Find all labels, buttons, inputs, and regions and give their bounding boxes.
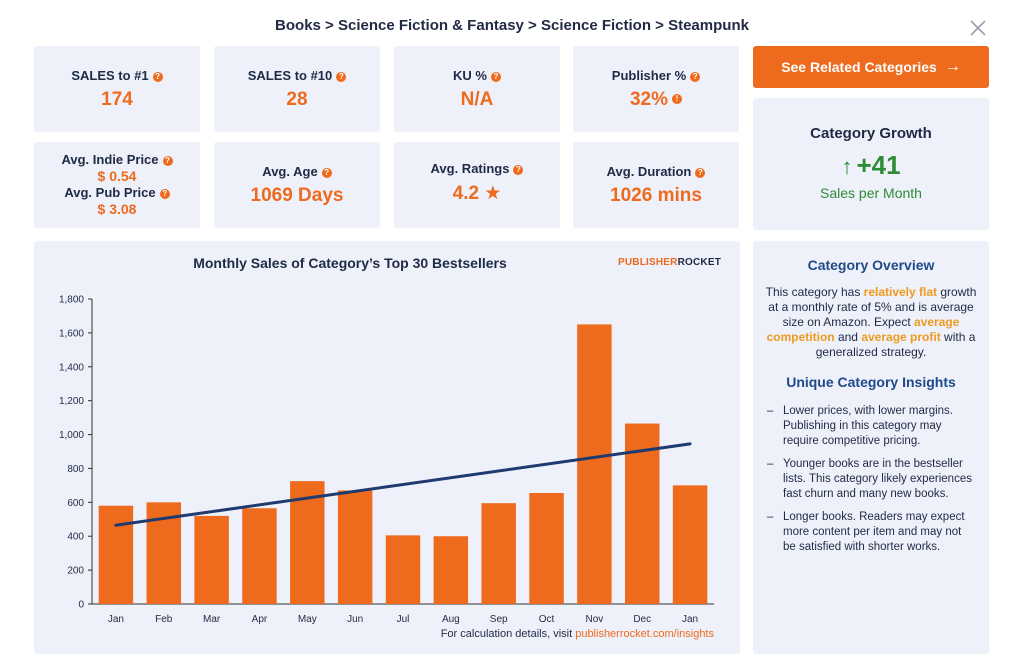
stat-value: 1026 mins [610,185,702,206]
help-icon[interactable]: ? [321,168,332,178]
y-tick-label: 1,600 [59,328,84,339]
x-tick-label: Jul [397,614,410,625]
help-icon[interactable]: ? [162,156,173,166]
stat-value: 174 [101,89,133,110]
stat-avg-duration: Avg. Duration? 1026 mins [573,142,739,228]
bar [194,515,229,604]
stat-value: 4.2 ★ [452,183,502,204]
category-overview-panel: Category Overview This category has rela… [753,241,989,654]
stat-value: $ 0.54 [97,168,137,184]
bar [529,493,564,604]
y-tick-label: 1,200 [59,396,84,407]
stat-sales-to-1: SALES to #1? 174 [34,46,200,132]
stat-label: Avg. Ratings [430,161,510,176]
see-related-categories-button[interactable]: See Related Categories → [753,46,989,88]
arrow-up-icon: ↑ [841,154,853,179]
x-tick-label: Nov [585,614,603,625]
help-icon[interactable]: ? [513,165,524,175]
growth-value: +41 [856,150,901,180]
stat-avg-ratings: Avg. Ratings? 4.2 ★ [394,142,560,228]
bar [290,481,325,604]
stat-publisher-percent: Publisher %? 32%! [573,46,739,132]
stat-label: Publisher % [611,68,687,83]
stat-label: Avg. Age [262,164,318,179]
bar [385,535,421,604]
bar [672,485,708,604]
stat-value: 28 [286,89,308,110]
growth-title: Category Growth [810,125,932,142]
list-item: Longer books. Readers may expect more co… [765,510,977,555]
help-icon[interactable]: ? [490,72,501,82]
monthly-sales-chart: 0 200 400 600 800 1,000 1,200 1,400 1,600 1,800 Ja… [59,295,714,625]
help-icon[interactable]: ? [695,168,706,178]
stat-label: Avg. Pub Price [64,185,156,200]
x-tick-label: Jan [108,614,124,625]
x-tick-label: Apr [252,614,268,625]
bar [481,503,516,604]
y-tick-label: 1,800 [59,295,84,306]
cta-label: See Related Categories [781,59,937,75]
y-tick-label: 1,000 [59,430,84,441]
x-tick-label: Sep [490,614,508,625]
x-tick-label: Dec [633,614,651,625]
stat-prices: Avg. Indie Price? $ 0.54 Avg. Pub Price?… [34,142,200,228]
x-tick-label: Oct [539,614,555,625]
publisher-rocket-logo: PUBLISHERROCKET [618,257,722,268]
growth-subtitle: Sales per Month [820,185,922,201]
x-tick-label: Jan [682,614,698,625]
y-tick-label: 600 [67,498,84,509]
stat-sales-to-10: SALES to #10? 28 [214,46,380,132]
category-growth-card: Category Growth ↑ +41 Sales per Month [753,98,989,230]
help-icon[interactable]: ? [152,72,163,82]
insights-title: Unique Category Insights [786,374,956,390]
trend-line [114,442,692,527]
y-tick-label: 1,400 [59,362,84,373]
overview-text: This category has relatively flat growth… [765,285,977,359]
overview-title: Category Overview [807,257,935,273]
stat-value: 32% [629,89,669,110]
x-tick-label: Feb [155,614,173,625]
stat-label: KU % [453,68,487,83]
stat-label: Avg. Indie Price [61,152,159,167]
bar [433,536,469,604]
stat-label: SALES to #1 [71,68,149,83]
stat-label: Avg. Duration [606,164,692,179]
x-tick-label: Aug [442,614,460,625]
bar [337,490,373,604]
close-icon[interactable] [966,16,990,40]
list-item: Younger books are in the bestseller list… [765,457,977,502]
bar [98,505,134,604]
stat-value: $ 3.08 [97,201,137,217]
chart-title: Monthly Sales of Category’s Top 30 Bests… [193,255,507,271]
y-tick-label: 800 [67,464,84,475]
breadcrumb: Books > Science Fiction & Fantasy > Scie… [275,17,749,34]
x-tick-label: Mar [203,614,221,625]
footnote: For calculation details, visit publisher… [440,628,714,640]
stat-label: SALES to #10 [247,68,333,83]
list-item: Lower prices, with lower margins. Publis… [765,404,977,449]
help-icon[interactable]: ? [336,72,347,82]
insights-list: Lower prices, with lower margins. Publis… [765,404,977,555]
bar [577,324,612,604]
chart-card: Monthly Sales of Category’s Top 30 Bests… [34,241,740,654]
help-icon[interactable]: ? [690,72,701,82]
help-icon[interactable]: ? [159,189,170,199]
bar [242,508,277,604]
x-tick-label: May [298,614,317,625]
stat-avg-age: Avg. Age? 1069 Days [214,142,380,228]
stat-value: N/A [460,89,494,110]
info-icon[interactable]: ! [672,94,683,104]
x-tick-label: Jun [347,614,363,625]
y-tick-label: 200 [67,566,84,577]
insights-link[interactable]: publisherrocket.com/insights [575,628,714,640]
arrow-right-icon: → [944,58,961,75]
y-tick-label: 400 [67,532,84,543]
stat-value: 1069 Days [250,185,344,206]
y-tick-label: 0 [78,600,84,611]
stat-ku-percent: KU %? N/A [394,46,560,132]
